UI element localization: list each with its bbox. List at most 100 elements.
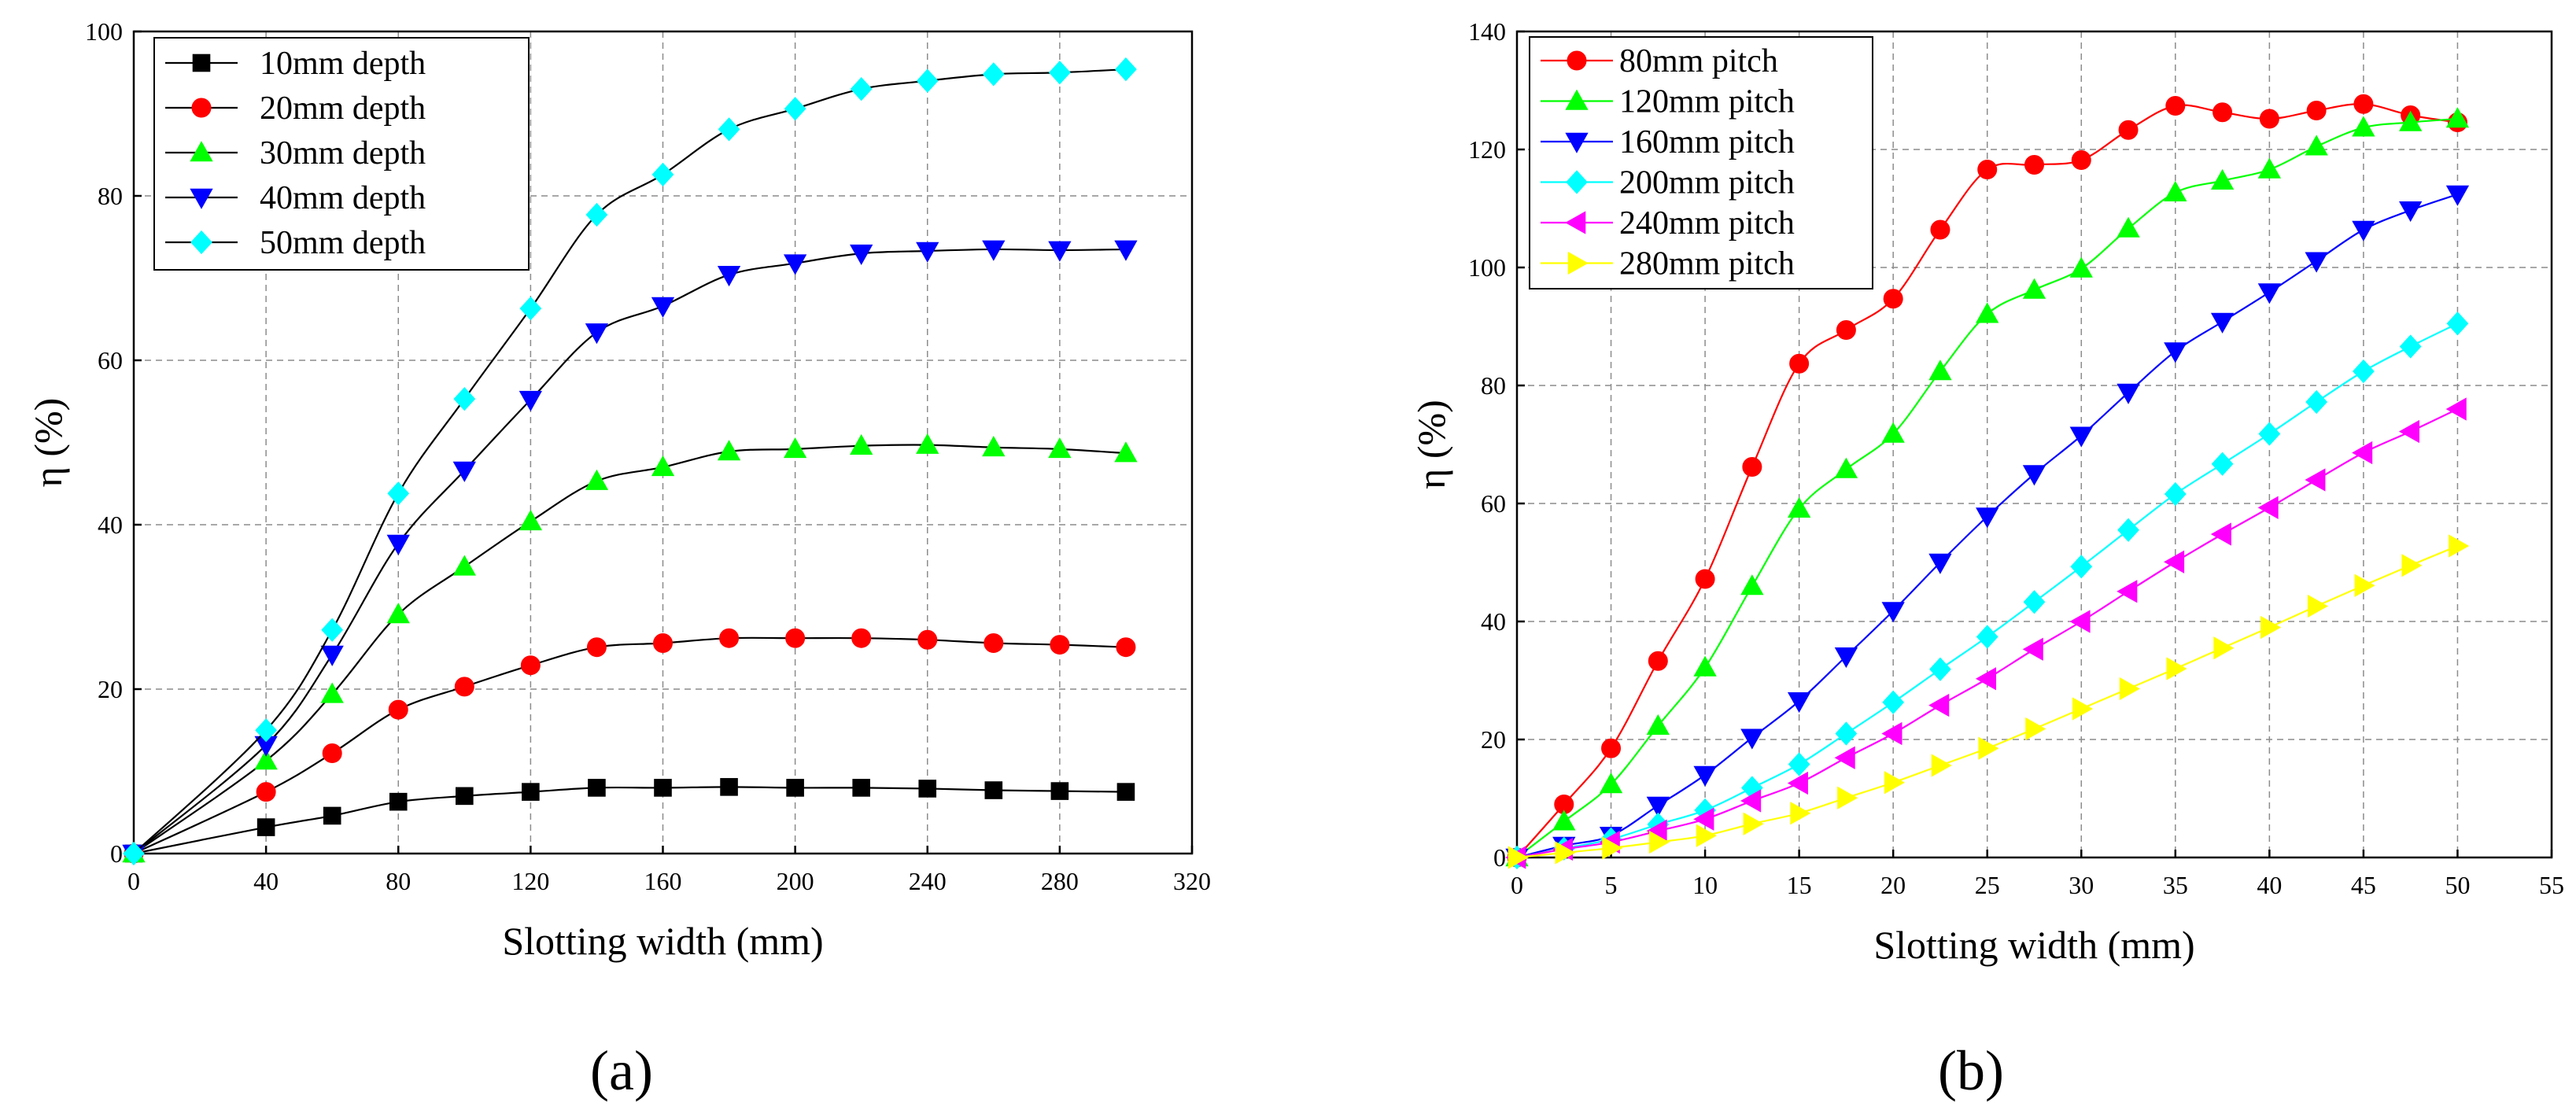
data-point: [2071, 150, 2091, 170]
data-point: [918, 780, 937, 798]
y-tick-label: 0: [1493, 843, 1506, 872]
data-point: [2023, 590, 2046, 614]
data-point: [784, 97, 806, 121]
data-point: [1789, 353, 1810, 374]
data-point: [2022, 278, 2046, 299]
data-point: [2072, 697, 2094, 721]
data-point: [2166, 657, 2187, 680]
x-tick-label: 25: [1975, 871, 2000, 899]
data-point: [2352, 441, 2373, 465]
legend-marker: [1565, 211, 1586, 234]
data-point: [520, 655, 541, 676]
data-point: [1881, 721, 1902, 746]
data-point: [452, 461, 476, 482]
data-point: [850, 244, 873, 265]
data-point: [2258, 422, 2281, 446]
data-point: [1884, 771, 1906, 795]
data-point: [1693, 807, 1714, 831]
x-tick-label: 120: [511, 867, 549, 895]
legend: 80mm pitch 120mm pitch 160mm pitch 200mm pi…: [1529, 36, 1873, 289]
data-point: [917, 629, 938, 650]
data-point: [585, 469, 609, 490]
series-5: [123, 57, 1137, 866]
data-point: [2119, 677, 2140, 701]
data-point: [2164, 481, 2187, 507]
data-point: [1555, 841, 1576, 865]
y-tick-label: 60: [1481, 489, 1506, 518]
data-point: [653, 632, 673, 653]
y-tick-label: 100: [1468, 253, 1506, 282]
data-point: [387, 481, 410, 506]
y-axis-label: η (%): [1409, 400, 1453, 489]
data-point: [850, 77, 873, 101]
legend-label: 30mm depth: [260, 135, 426, 171]
data-point: [2260, 615, 2282, 640]
data-point: [1978, 736, 1999, 760]
data-point: [1048, 437, 1072, 459]
data-point: [2449, 534, 2470, 558]
plot-frame: [1515, 30, 2553, 859]
data-point: [1693, 655, 1717, 677]
y-tick-label: 100: [85, 17, 123, 46]
panel-label-a: (a): [590, 1039, 653, 1102]
data-point: [2211, 452, 2234, 476]
data-point: [1928, 693, 1950, 717]
legend-marker: [1565, 89, 1589, 110]
data-point: [850, 433, 873, 455]
legend-marker: [190, 141, 213, 162]
x-tick-label: 280: [1041, 867, 1079, 895]
x-tick-label: 15: [1787, 871, 1812, 899]
data-point: [2352, 220, 2375, 242]
data-point: [717, 440, 741, 461]
data-point: [2118, 120, 2139, 140]
data-point: [1931, 754, 1952, 777]
data-point: [1881, 602, 1905, 623]
data-point: [2445, 107, 2470, 128]
data-point: [2353, 94, 2374, 114]
chart-a: 0 40 80 120 160 200 240 280 320 0 20 40 60 80 100 Slott…: [26, 17, 1211, 963]
data-point: [320, 682, 344, 703]
y-tick-label: 40: [1481, 607, 1506, 636]
data-point: [1787, 771, 1808, 795]
data-point: [254, 749, 278, 770]
data-point: [388, 699, 408, 720]
data-point: [1790, 802, 1811, 825]
x-tick-label: 200: [777, 867, 814, 895]
data-point: [2305, 252, 2328, 273]
x-tick-label: 160: [644, 867, 682, 895]
data-point: [1695, 569, 1715, 589]
data-point: [456, 787, 474, 806]
data-point: [2025, 717, 2046, 741]
data-point: [916, 433, 939, 454]
data-point: [2398, 419, 2419, 444]
x-tick-label: 55: [2539, 871, 2564, 899]
data-point: [1928, 553, 1952, 574]
y-tick-label: 0: [110, 839, 123, 868]
data-point: [2117, 383, 2140, 404]
x-tick-label: 80: [386, 867, 411, 895]
data-point: [2117, 580, 2138, 603]
data-point: [1743, 812, 1764, 835]
x-tick-label: 320: [1173, 867, 1211, 895]
series-line: [133, 786, 1126, 855]
data-point: [1646, 796, 1670, 817]
data-point: [1115, 57, 1137, 82]
data-point: [982, 435, 1006, 457]
series-line: [133, 444, 1127, 854]
data-point: [1836, 320, 1856, 340]
data-point: [1834, 746, 1855, 769]
data-point: [717, 266, 741, 287]
data-point: [588, 779, 606, 797]
data-point: [386, 534, 410, 555]
legend-label: 80mm pitch: [1619, 43, 1778, 79]
data-point: [1975, 667, 1997, 691]
data-point: [720, 778, 738, 796]
legend-label: 160mm pitch: [1619, 124, 1795, 160]
x-tick-label: 30: [2069, 871, 2094, 899]
data-point: [1976, 507, 1999, 529]
series-2: [124, 628, 1136, 864]
series-line: [133, 248, 1126, 854]
data-point: [2069, 426, 2093, 448]
data-point: [1649, 830, 1670, 854]
y-tick-label: 80: [1481, 371, 1506, 400]
